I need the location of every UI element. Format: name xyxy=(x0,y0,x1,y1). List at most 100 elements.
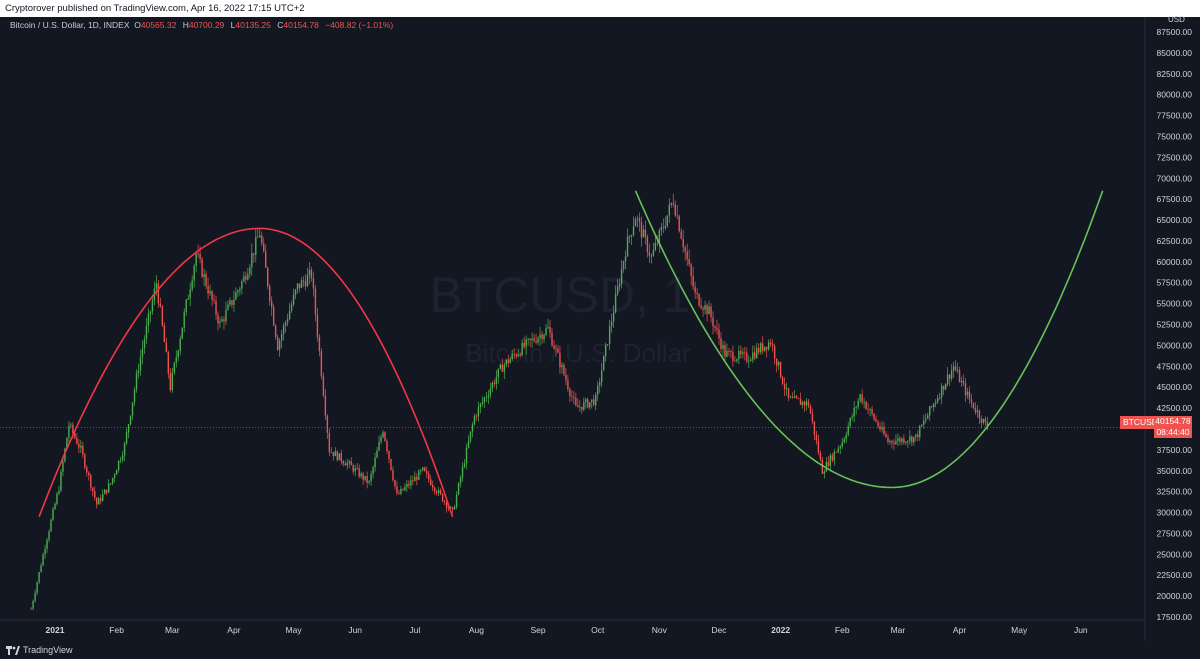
candle-body xyxy=(241,281,243,289)
candle-body xyxy=(213,299,215,301)
candle-body xyxy=(700,305,702,309)
price-tick-label: 27500.00 xyxy=(1157,528,1193,538)
price-axis[interactable]: 17500.00 20000.00 22500.00 25000.00 27500.00… xyxy=(1157,27,1193,622)
candle-body xyxy=(537,337,539,343)
candle-body xyxy=(278,340,281,350)
candle-body xyxy=(215,300,217,315)
candle-body xyxy=(127,424,130,433)
candle-body xyxy=(416,476,418,480)
candle-body xyxy=(509,358,511,364)
candle-body xyxy=(125,432,128,444)
candle-body xyxy=(593,399,595,406)
candle-body xyxy=(901,438,903,442)
candle-body xyxy=(233,299,235,305)
candle-body xyxy=(624,256,627,262)
candle-body xyxy=(390,458,392,470)
candle-body xyxy=(292,294,295,305)
publish-bar: Cryptorover published on TradingView.com… xyxy=(0,0,1200,17)
candle-body xyxy=(42,554,44,566)
time-tick-label: Mar xyxy=(891,625,906,635)
candle-body xyxy=(563,364,565,375)
candle-body xyxy=(237,290,239,293)
candle-body xyxy=(50,519,52,532)
candle-body xyxy=(165,342,168,353)
candle-body xyxy=(364,475,366,480)
candle-body xyxy=(712,317,714,327)
candle-body xyxy=(207,286,209,294)
time-axis[interactable]: 2021 Feb Mar Apr May Jun Jul Aug Sep Oct Nov Dec 202… xyxy=(46,625,1088,635)
candle-body xyxy=(320,351,323,377)
candle-body xyxy=(789,396,792,398)
candle-body xyxy=(865,401,867,409)
candle-body xyxy=(795,396,798,399)
candle-body xyxy=(517,354,519,357)
candle-body xyxy=(111,478,114,484)
candle-body xyxy=(604,344,607,356)
candle-body xyxy=(205,274,207,287)
price-tick-label: 25000.00 xyxy=(1157,549,1193,559)
candle-body xyxy=(487,395,490,398)
candle-body xyxy=(211,291,213,300)
candle-body xyxy=(764,346,766,351)
high-value: 40700.29 xyxy=(188,20,225,30)
candle-body xyxy=(491,382,494,389)
candle-body xyxy=(672,203,674,205)
candle-body xyxy=(722,345,724,349)
candle-body xyxy=(326,415,329,433)
candle-body xyxy=(720,338,722,349)
candle-body xyxy=(265,251,267,268)
red-arc-drawing[interactable] xyxy=(38,227,454,517)
candle-body xyxy=(62,461,64,472)
candle-body xyxy=(917,434,919,438)
symbol-name[interactable]: Bitcoin / U.S. Dollar, 1D, INDEX xyxy=(10,20,130,30)
candle-body xyxy=(46,540,48,549)
time-tick-label: Sep xyxy=(531,625,546,635)
candle-body xyxy=(356,468,358,469)
candle-body xyxy=(223,319,225,322)
candle-body xyxy=(255,236,257,255)
price-tick-label: 80000.00 xyxy=(1157,90,1193,100)
candle-body xyxy=(690,264,692,276)
candle-body xyxy=(807,401,810,406)
close-value: 40154.78 xyxy=(283,20,319,30)
candle-body xyxy=(519,354,521,356)
candle-body xyxy=(662,227,665,228)
candle-body xyxy=(976,410,979,413)
candle-body xyxy=(571,396,573,397)
candle-body xyxy=(654,243,657,251)
candle-body xyxy=(821,459,824,474)
candle-body xyxy=(799,398,802,406)
candle-body xyxy=(688,259,690,265)
candle-body xyxy=(322,376,325,396)
candle-body xyxy=(905,441,907,443)
candle-body xyxy=(374,457,376,468)
price-tick-label: 30000.00 xyxy=(1157,508,1193,518)
candle-body xyxy=(573,396,575,399)
candle-body xyxy=(545,328,547,335)
price-tick-label: 42500.00 xyxy=(1157,403,1193,413)
candle-body xyxy=(354,468,356,472)
candle-body xyxy=(579,406,581,408)
candle-body xyxy=(921,424,923,426)
candle-body xyxy=(467,441,470,448)
symbol-legend: Bitcoin / U.S. Dollar, 1D, INDEX O40565.… xyxy=(10,20,397,30)
candle-body xyxy=(368,481,370,483)
candle-body xyxy=(394,479,396,487)
candle-body xyxy=(873,413,875,420)
candle-body xyxy=(696,292,698,295)
time-tick-label: Aug xyxy=(469,625,484,635)
candle-body xyxy=(72,424,74,434)
candle-body xyxy=(173,362,175,373)
candle-body xyxy=(766,346,768,350)
candle-body xyxy=(227,304,229,310)
tradingview-logo[interactable]: TradingView xyxy=(6,641,73,659)
price-tick-label: 55000.00 xyxy=(1157,299,1193,309)
candle-body xyxy=(601,370,603,383)
candle-body xyxy=(145,325,148,340)
time-tick-label: Jun xyxy=(348,625,362,635)
candle-body xyxy=(954,366,957,371)
price-tick-label: 75000.00 xyxy=(1157,131,1193,141)
green-arc-drawing[interactable] xyxy=(634,190,1104,489)
candle-body xyxy=(430,479,432,486)
